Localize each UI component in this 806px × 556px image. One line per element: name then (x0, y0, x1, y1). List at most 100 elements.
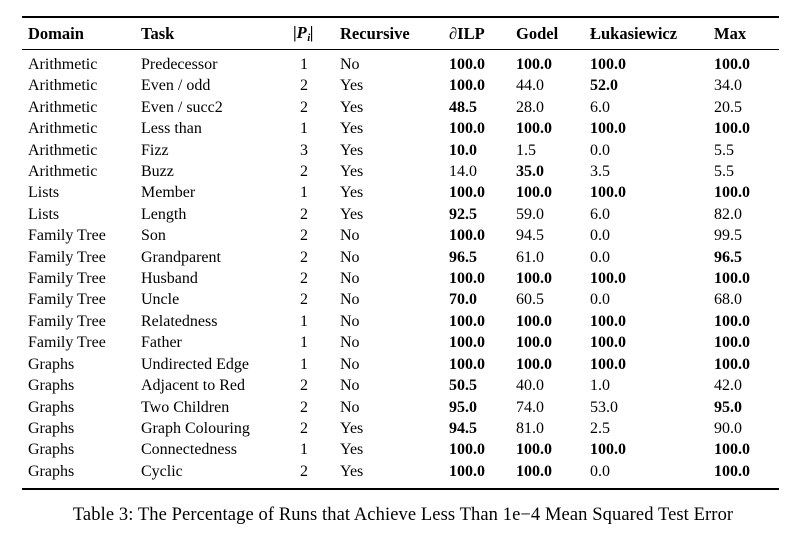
cell-lukasiewicz: 100.0 (590, 441, 626, 459)
cell-lukasiewicz: 0.0 (590, 227, 610, 245)
cell-pi: 1 (300, 355, 308, 373)
table-body: Arithmetic Predecessor 1 No 100.0 100.0 100.0 1… (22, 50, 779, 490)
cell-lukasiewicz: 53.0 (590, 398, 618, 416)
cell-recursive: No (340, 377, 360, 395)
cell-domain: Arithmetic (28, 77, 98, 95)
cell-lukasiewicz: 0.0 (590, 248, 610, 266)
header-row: Domain Task |Pi| Recursive ∂ILP Godel Łu… (22, 17, 779, 50)
table-row: Family Tree Uncle 2 No 70.0 60.5 0.0 68.0 (22, 289, 779, 310)
cell-pi: 1 (300, 184, 308, 202)
cell-pi: 1 (300, 334, 308, 352)
cell-max: 100.0 (714, 56, 750, 73)
table-row: Arithmetic Fizz 3 Yes 10.0 1.5 0.0 5.5 (22, 140, 779, 161)
cell-recursive: Yes (340, 77, 364, 95)
cell-pi: 1 (300, 312, 308, 330)
cell-recursive: Yes (340, 462, 364, 480)
cell-recursive: No (340, 355, 360, 373)
cell-dilp: 10.0 (449, 141, 477, 159)
cell-domain: Arithmetic (28, 98, 98, 116)
cell-pi: 2 (300, 291, 308, 309)
cell-domain: Graphs (28, 419, 75, 437)
cell-dilp: 100.0 (449, 184, 485, 202)
cell-max: 100.0 (714, 312, 750, 330)
table-row: Lists Member 1 Yes 100.0 100.0 100.0 100.0 (22, 182, 779, 203)
cell-recursive: Yes (340, 120, 364, 138)
cell-pi: 2 (300, 377, 308, 395)
results-table: Domain Task |Pi| Recursive ∂ILP Godel Łu… (22, 16, 779, 491)
cell-task: Graph Colouring (141, 419, 250, 437)
cell-godel: 94.5 (516, 227, 544, 245)
cell-task: Even / succ2 (141, 98, 223, 116)
table-caption: Table 3: The Percentage of Runs that Ach… (72, 505, 734, 525)
cell-dilp: 95.0 (449, 398, 477, 416)
table-row: Graphs Connectedness 1 Yes 100.0 100.0 100.0 10… (22, 439, 779, 460)
cell-pi: 2 (300, 227, 308, 245)
cell-recursive: Yes (340, 419, 364, 437)
table-row: Arithmetic Less than 1 Yes 100.0 100.0 100.0 10… (22, 118, 779, 139)
cell-max: 5.5 (714, 141, 734, 159)
cell-lukasiewicz: 0.0 (590, 462, 610, 480)
cell-lukasiewicz: 100.0 (590, 184, 626, 202)
cell-recursive: Yes (340, 205, 364, 223)
cell-task: Father (141, 334, 182, 352)
cell-max: 100.0 (714, 184, 750, 202)
cell-dilp: 96.5 (449, 248, 477, 266)
cell-lukasiewicz: 100.0 (590, 355, 626, 373)
cell-task: Adjacent to Red (141, 377, 245, 395)
cell-pi: 3 (300, 141, 308, 159)
cell-task: Connectedness (141, 441, 237, 459)
table-row: Lists Length 2 Yes 92.5 59.0 6.0 82.0 (22, 204, 779, 225)
cell-domain: Family Tree (28, 248, 106, 266)
pi-open-bar: | (293, 23, 297, 42)
cell-task: Less than (141, 120, 202, 138)
cell-dilp: 100.0 (449, 334, 485, 352)
cell-lukasiewicz: 2.5 (590, 419, 610, 437)
table-row: Family Tree Father 1 No 100.0 100.0 100.0 100.0 (22, 332, 779, 353)
table-row: Arithmetic Even / odd 2 Yes 100.0 44.0 52.0 34.… (22, 75, 779, 96)
cell-lukasiewicz: 6.0 (590, 205, 610, 223)
cell-recursive: No (340, 291, 360, 309)
cell-dilp: 100.0 (449, 462, 485, 480)
cell-max: 95.0 (714, 398, 742, 416)
cell-godel: 100.0 (516, 334, 552, 352)
cell-recursive: Yes (340, 184, 364, 202)
cell-task: Two Children (141, 398, 230, 416)
cell-domain: Graphs (28, 462, 75, 480)
cell-domain: Graphs (28, 398, 75, 416)
cell-max: 90.0 (714, 419, 742, 437)
cell-domain: Arithmetic (28, 141, 98, 159)
cell-lukasiewicz: 0.0 (590, 141, 610, 159)
table-row: Graphs Two Children 2 No 95.0 74.0 53.0 95.0 (22, 397, 779, 418)
cell-recursive: Yes (340, 98, 364, 116)
table-row: Graphs Undirected Edge 1 No 100.0 100.0 100.0 1… (22, 354, 779, 375)
cell-godel: 44.0 (516, 77, 544, 95)
cell-pi: 2 (300, 163, 308, 181)
cell-task: Length (141, 205, 187, 223)
col-header-lukasiewicz: Łukasiewicz (584, 17, 708, 50)
cell-task: Even / odd (141, 77, 211, 95)
cell-domain: Graphs (28, 441, 75, 459)
cell-max: 82.0 (714, 205, 742, 223)
cell-dilp: 70.0 (449, 291, 477, 309)
cell-recursive: No (340, 312, 360, 330)
cell-dilp: 100.0 (449, 355, 485, 373)
cell-domain: Arithmetic (28, 56, 98, 73)
cell-domain: Family Tree (28, 270, 106, 288)
cell-max: 99.5 (714, 227, 742, 245)
table-row: Family Tree Relatedness 1 No 100.0 100.0 100.0… (22, 311, 779, 332)
cell-godel: 81.0 (516, 419, 544, 437)
cell-domain: Graphs (28, 355, 75, 373)
cell-godel: 35.0 (516, 163, 544, 181)
cell-pi: 2 (300, 77, 308, 95)
table-row: Family Tree Son 2 No 100.0 94.5 0.0 99.5 (22, 225, 779, 246)
cell-task: Uncle (141, 291, 180, 309)
cell-pi: 2 (300, 270, 308, 288)
cell-pi: 1 (300, 120, 308, 138)
col-header-domain: Domain (22, 17, 135, 50)
cell-godel: 74.0 (516, 398, 544, 416)
cell-lukasiewicz: 100.0 (590, 270, 626, 288)
cell-task: Husband (141, 270, 198, 288)
cell-max: 100.0 (714, 355, 750, 373)
cell-domain: Lists (28, 184, 60, 202)
